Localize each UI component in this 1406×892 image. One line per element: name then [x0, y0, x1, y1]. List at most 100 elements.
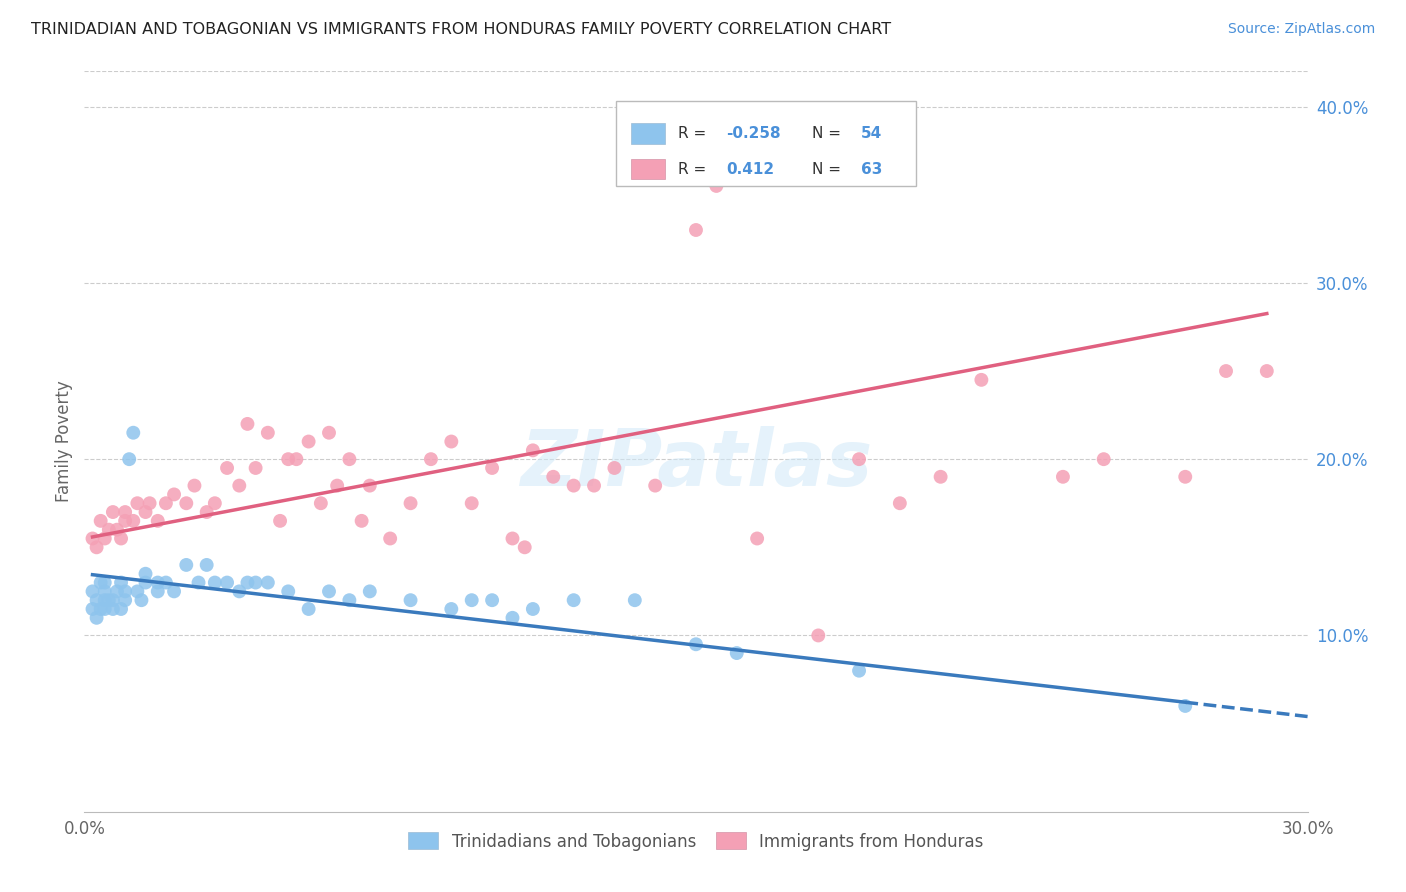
Point	[155, 496, 177, 510]
Y-axis label: Family Poverty: Family Poverty	[55, 381, 73, 502]
Point	[105, 523, 128, 537]
Point	[1256, 364, 1278, 378]
Point	[127, 584, 149, 599]
Point	[889, 496, 911, 510]
Point	[183, 478, 205, 492]
Point	[1092, 452, 1115, 467]
Point	[228, 584, 250, 599]
Point	[277, 584, 299, 599]
Point	[440, 434, 463, 449]
Point	[118, 452, 141, 467]
Point	[706, 178, 728, 193]
Point	[146, 514, 169, 528]
Point	[285, 452, 308, 467]
Point	[929, 470, 952, 484]
Point	[228, 478, 250, 492]
Point	[127, 496, 149, 510]
Point	[114, 593, 136, 607]
Point	[461, 593, 484, 607]
Point	[1174, 470, 1197, 484]
Point	[82, 532, 104, 546]
Point	[135, 575, 157, 590]
Point	[848, 664, 870, 678]
Point	[93, 593, 115, 607]
Point	[420, 452, 443, 467]
Point	[624, 593, 647, 607]
Point	[807, 628, 830, 642]
Text: 0.412: 0.412	[727, 161, 775, 177]
Point	[583, 478, 606, 492]
FancyBboxPatch shape	[616, 101, 917, 186]
Point	[1215, 364, 1237, 378]
Point	[562, 593, 585, 607]
Point	[204, 496, 226, 510]
Point	[93, 532, 115, 546]
Text: Source: ZipAtlas.com: Source: ZipAtlas.com	[1227, 22, 1375, 37]
Point	[82, 584, 104, 599]
Point	[187, 575, 209, 590]
Point	[543, 470, 565, 484]
Point	[146, 575, 169, 590]
Point	[97, 523, 120, 537]
Point	[122, 514, 145, 528]
Point	[195, 505, 218, 519]
Point	[163, 487, 186, 501]
Point	[90, 602, 112, 616]
Point	[105, 584, 128, 599]
Point	[1174, 698, 1197, 713]
Point	[380, 532, 402, 546]
Point	[97, 593, 120, 607]
Point	[110, 532, 132, 546]
Point	[326, 478, 349, 492]
Point	[101, 505, 124, 519]
Point	[298, 434, 321, 449]
Point	[481, 461, 503, 475]
FancyBboxPatch shape	[631, 123, 665, 144]
Point	[82, 602, 104, 616]
Point	[399, 593, 422, 607]
Text: N =: N =	[813, 126, 846, 141]
Point	[359, 478, 381, 492]
Point	[146, 584, 169, 599]
Point	[93, 602, 115, 616]
Point	[318, 584, 340, 599]
Point	[217, 461, 239, 475]
Point	[848, 452, 870, 467]
Point	[114, 584, 136, 599]
Point	[603, 461, 626, 475]
Point	[110, 602, 132, 616]
Point	[513, 541, 536, 555]
Point	[318, 425, 340, 440]
Point	[685, 223, 707, 237]
Point	[86, 593, 108, 607]
Text: R =: R =	[678, 126, 711, 141]
Legend: Trinidadians and Tobagonians, Immigrants from Honduras: Trinidadians and Tobagonians, Immigrants…	[399, 824, 993, 859]
Point	[236, 575, 259, 590]
Point	[298, 602, 321, 616]
Point	[86, 541, 108, 555]
Point	[339, 593, 361, 607]
Point	[110, 575, 132, 590]
Text: R =: R =	[678, 161, 716, 177]
Point	[138, 496, 160, 510]
Point	[155, 575, 177, 590]
Point	[114, 505, 136, 519]
Point	[747, 532, 769, 546]
Point	[644, 478, 666, 492]
Point	[204, 575, 226, 590]
Point	[359, 584, 381, 599]
Point	[339, 452, 361, 467]
Point	[970, 373, 993, 387]
Point	[131, 593, 153, 607]
Point	[502, 611, 524, 625]
Point	[245, 461, 267, 475]
Point	[269, 514, 291, 528]
Point	[257, 425, 280, 440]
Point	[245, 575, 267, 590]
Point	[562, 478, 585, 492]
Point	[135, 566, 157, 581]
Point	[522, 602, 544, 616]
Point	[350, 514, 373, 528]
Point	[461, 496, 484, 510]
Point	[522, 443, 544, 458]
